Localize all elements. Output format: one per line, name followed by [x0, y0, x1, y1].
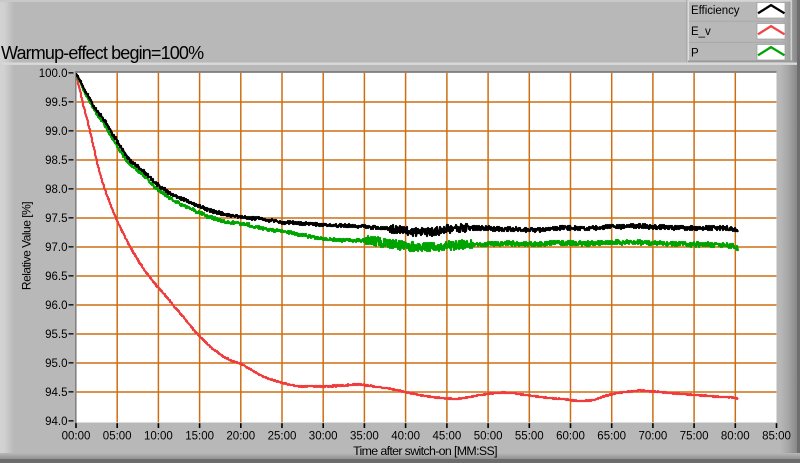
svg-text:98.0: 98.0 — [45, 184, 67, 196]
svg-text:98.5: 98.5 — [45, 155, 67, 167]
svg-text:Efficiency: Efficiency — [691, 5, 740, 17]
svg-text:25:00: 25:00 — [268, 431, 297, 443]
svg-text:00:00: 00:00 — [62, 431, 91, 443]
svg-text:55:00: 55:00 — [515, 431, 544, 443]
svg-text:96.5: 96.5 — [45, 271, 67, 283]
svg-text:05:00: 05:00 — [103, 431, 132, 443]
svg-text:80:00: 80:00 — [721, 431, 750, 443]
svg-text:97.0: 97.0 — [45, 242, 67, 254]
svg-text:94.5: 94.5 — [45, 387, 67, 399]
svg-text:Relative Value [%]: Relative Value [%] — [20, 202, 34, 290]
svg-text:75:00: 75:00 — [680, 431, 709, 443]
svg-text:95.5: 95.5 — [45, 329, 67, 341]
svg-text:50:00: 50:00 — [474, 431, 503, 443]
svg-text:35:00: 35:00 — [350, 431, 379, 443]
svg-text:85:00: 85:00 — [762, 431, 791, 443]
svg-text:30:00: 30:00 — [309, 431, 338, 443]
svg-text:10:00: 10:00 — [144, 431, 173, 443]
svg-text:45:00: 45:00 — [433, 431, 462, 443]
svg-text:40:00: 40:00 — [391, 431, 420, 443]
svg-text:65:00: 65:00 — [597, 431, 626, 443]
svg-text:Time after switch-on [MM:SS]: Time after switch-on [MM:SS] — [353, 444, 497, 458]
svg-text:20:00: 20:00 — [226, 431, 255, 443]
svg-text:70:00: 70:00 — [639, 431, 668, 443]
svg-text:15:00: 15:00 — [185, 431, 214, 443]
svg-text:99.5: 99.5 — [45, 97, 67, 109]
svg-text:94.0: 94.0 — [45, 416, 67, 428]
svg-text:P: P — [691, 48, 699, 60]
svg-text:95.0: 95.0 — [45, 358, 67, 370]
svg-text:E_v: E_v — [691, 26, 711, 38]
svg-text:60:00: 60:00 — [556, 431, 585, 443]
svg-text:96.0: 96.0 — [45, 300, 67, 312]
svg-text:100.0: 100.0 — [39, 68, 68, 80]
svg-text:97.5: 97.5 — [45, 213, 67, 225]
svg-text:99.0: 99.0 — [45, 126, 67, 138]
svg-text:Warmup-effect begin=100%: Warmup-effect begin=100% — [1, 43, 204, 63]
